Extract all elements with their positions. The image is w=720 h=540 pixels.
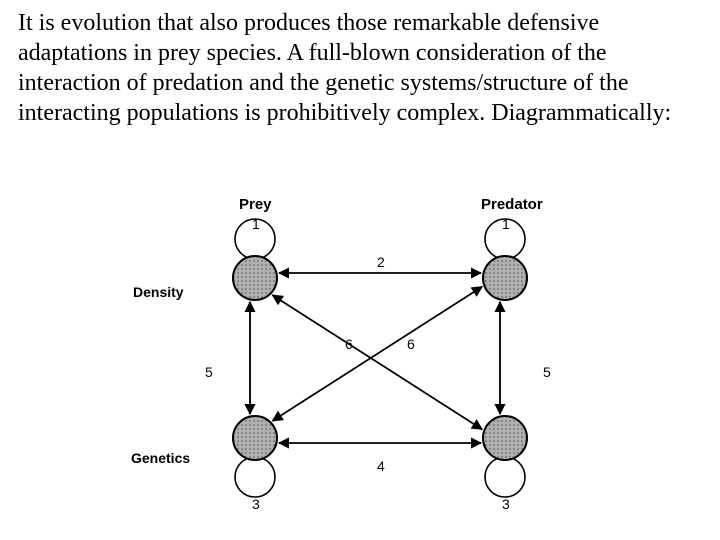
node-prey_genetics: [233, 416, 277, 460]
label-num-3-right: 3: [502, 496, 510, 512]
node-predator_genetics: [483, 416, 527, 460]
self-loop: [235, 457, 275, 497]
label-row-density: Density: [133, 284, 184, 300]
label-num-2: 2: [377, 254, 385, 270]
intro-paragraph: It is evolution that also produces those…: [18, 8, 708, 128]
label-num-5-right: 5: [543, 364, 551, 380]
label-num-3-left: 3: [252, 496, 260, 512]
diagram-svg: [125, 168, 605, 528]
label-col-prey: Prey: [239, 196, 272, 213]
label-num-1-right: 1: [502, 216, 510, 232]
label-num-1-left: 1: [252, 216, 260, 232]
label-num-5-left: 5: [205, 364, 213, 380]
label-row-genetics: Genetics: [131, 450, 190, 466]
node-prey_density: [233, 256, 277, 300]
edge: [273, 295, 483, 429]
node-predator_density: [483, 256, 527, 300]
label-num-6-left: 6: [345, 336, 353, 352]
label-num-4: 4: [377, 458, 385, 474]
self-loop: [485, 457, 525, 497]
label-col-predator: Predator: [481, 196, 543, 213]
predator-prey-diagram: Prey Predator Density Genetics 1 1 2 5 5 6 6 4 3 3: [125, 168, 605, 528]
label-num-6-right: 6: [407, 336, 415, 352]
edge: [273, 287, 483, 421]
